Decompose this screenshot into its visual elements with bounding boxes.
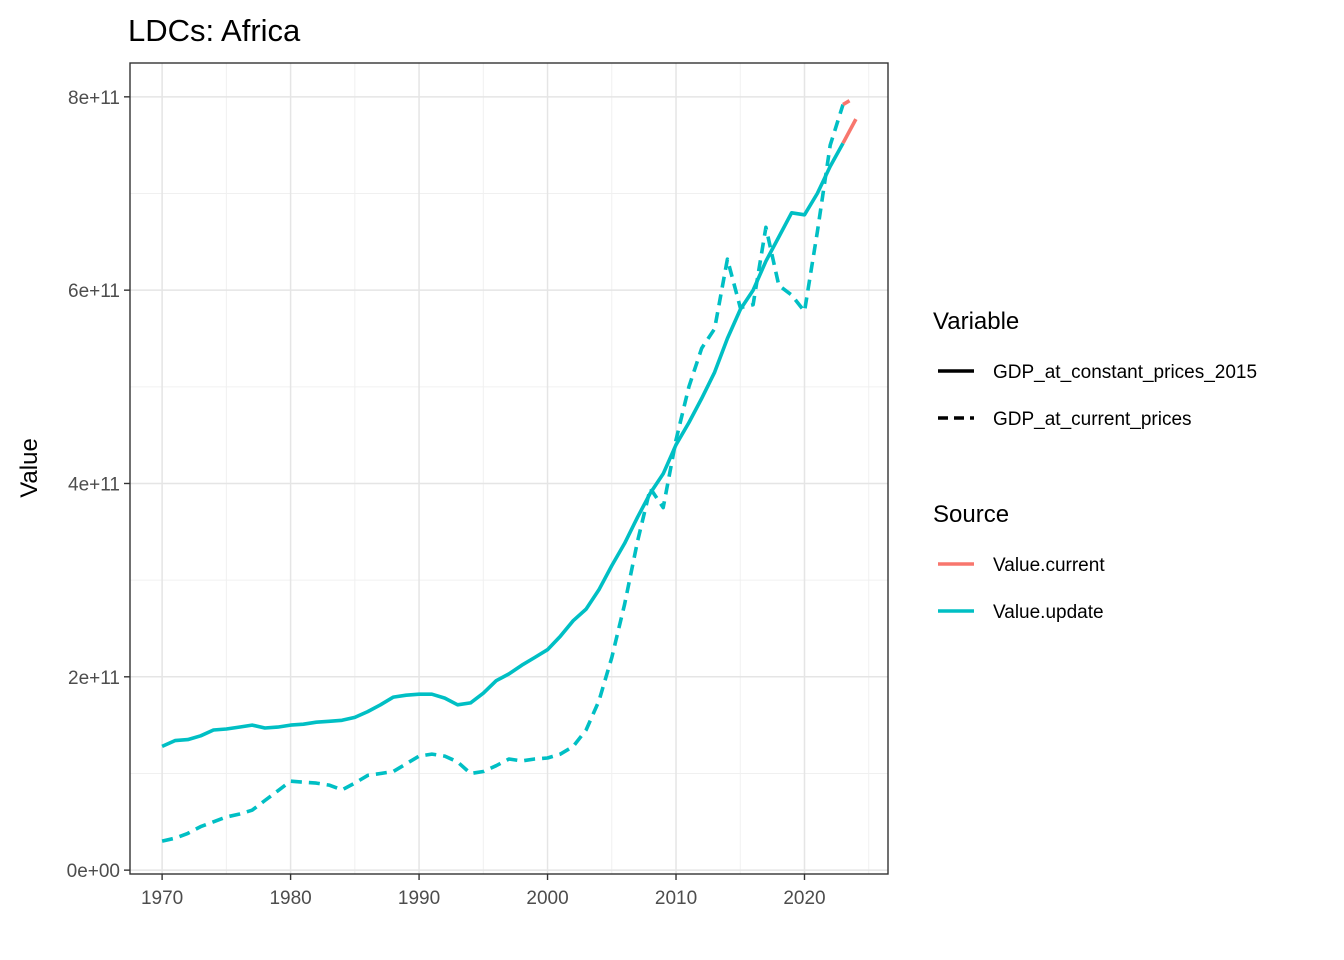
legend-label-value-current: Value.current (993, 555, 1105, 576)
chart-title: LDCs: Africa (128, 13, 301, 48)
x-tick-label: 2020 (783, 888, 825, 909)
legend: Variable GDP_at_constant_prices_2015 GDP… (933, 308, 1257, 623)
series-line-gdp-at-constant-prices-2015-value-current (841, 118, 858, 145)
x-tick-label: 2010 (655, 888, 697, 909)
x-tick-label: 1970 (141, 888, 183, 909)
y-tick-label: 0e+00 (67, 861, 120, 882)
y-tick-label: 4e+11 (68, 474, 120, 495)
plot-background (130, 63, 888, 874)
x-tick-label: 1980 (269, 888, 311, 909)
x-tick-label: 2000 (526, 888, 568, 909)
legend-label-value-update: Value.update (993, 602, 1104, 623)
y-axis-title: Value (16, 438, 43, 498)
series-line-gdp-at-current-prices-value-current (842, 99, 851, 107)
legend-label-current-prices: GDP_at_current_prices (993, 409, 1192, 430)
legend-label-constant-prices: GDP_at_constant_prices_2015 (993, 362, 1257, 383)
plot-border (129, 62, 889, 875)
grid-minor (130, 63, 888, 874)
y-tick-label: 8e+11 (68, 88, 120, 109)
series-line-gdp-at-current-prices-value-update (161, 104, 845, 843)
legend-title-source: Source (933, 501, 1009, 528)
x-axis: 1970 1980 1990 2000 2010 2020 (141, 874, 826, 909)
y-tick-label: 2e+11 (68, 668, 120, 689)
y-tick-label: 6e+11 (68, 281, 120, 302)
series-line-gdp-at-constant-prices-2015-value-update (161, 142, 845, 749)
legend-title-variable: Variable (933, 308, 1019, 335)
x-tick-label: 1990 (398, 888, 440, 909)
series-layer (161, 99, 858, 843)
y-axis: 0e+00 2e+11 4e+11 6e+11 8e+11 (67, 88, 130, 882)
grid-major (130, 63, 888, 874)
